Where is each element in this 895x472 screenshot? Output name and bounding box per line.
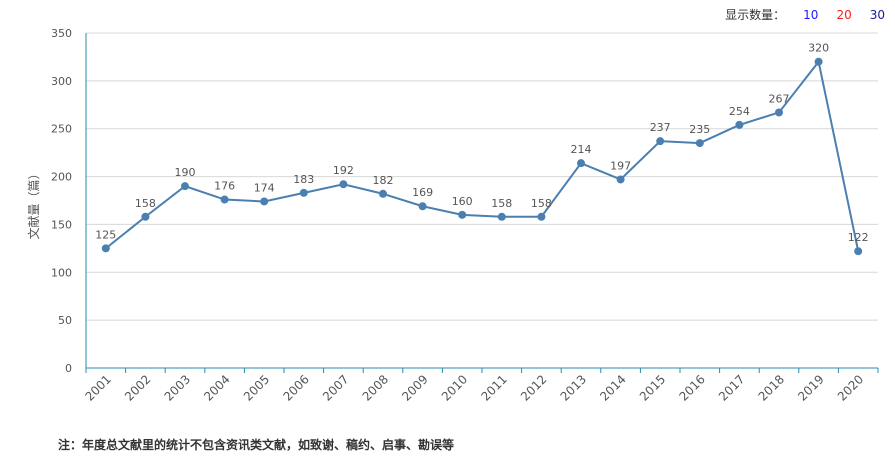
display-count-10[interactable]: 10	[803, 7, 819, 22]
y-tick-label: 350	[51, 27, 72, 40]
data-point	[814, 57, 823, 66]
footnote: 注：年度总文献里的统计不包含资讯类文献，如致谢、稿约、启事、勘误等	[58, 438, 455, 452]
x-tick-label: 2005	[241, 372, 272, 403]
y-tick-label: 50	[58, 314, 72, 327]
series	[101, 57, 863, 256]
x-tick-label: 2016	[676, 372, 707, 403]
x-tick-label: 2004	[201, 372, 232, 403]
x-tick-label: 2011	[478, 372, 509, 403]
x-tick-label: 2009	[399, 372, 430, 403]
x-tick-label: 2019	[795, 372, 826, 403]
display-count-label: 显示数量：	[725, 8, 786, 22]
data-label: 174	[254, 181, 275, 194]
x-tick-label: 2013	[558, 372, 589, 403]
data-point	[854, 247, 863, 256]
x-tick-label: 2020	[835, 372, 866, 403]
data-label: 158	[135, 197, 156, 210]
y-tick-label: 150	[51, 218, 72, 231]
data-point	[141, 212, 150, 221]
y-axis-label: 文献量（篇）	[26, 167, 41, 239]
x-tick-label: 2014	[597, 372, 628, 403]
data-label: 267	[769, 92, 790, 105]
y-tick-label: 0	[65, 362, 72, 375]
data-point	[695, 139, 704, 148]
x-tick-label: 2015	[637, 372, 668, 403]
data-point	[616, 175, 625, 184]
data-label: 190	[175, 166, 196, 179]
x-tick-label: 2002	[122, 372, 153, 403]
data-label: 237	[650, 121, 671, 134]
x-tick-label: 2006	[280, 372, 311, 403]
data-label: 176	[214, 180, 235, 193]
x-tick-label: 2008	[360, 372, 391, 403]
data-point	[299, 188, 308, 197]
data-label: 182	[373, 174, 394, 187]
data-point	[775, 108, 783, 117]
data-point	[181, 182, 189, 191]
grid	[86, 32, 878, 321]
data-point	[497, 212, 506, 221]
display-count-30[interactable]: 30	[869, 7, 885, 22]
y-tick-label: 100	[51, 266, 72, 279]
data-point	[379, 189, 387, 198]
data-label: 183	[293, 173, 314, 186]
y-tick-label: 200	[51, 171, 72, 184]
data-label: 169	[412, 186, 433, 199]
x-tick-label: 2017	[716, 372, 747, 403]
data-point	[537, 212, 546, 221]
data-label: 235	[689, 123, 710, 136]
data-label: 320	[808, 42, 829, 55]
x-tick-label: 2010	[439, 372, 470, 403]
data-label: 158	[491, 197, 512, 210]
data-label: 254	[729, 105, 750, 118]
series-line	[105, 59, 860, 252]
data-point	[735, 120, 744, 129]
data-label: 214	[571, 143, 592, 156]
data-label: 197	[610, 159, 631, 172]
data-point	[577, 159, 585, 168]
x-tick-label: 2001	[82, 372, 113, 403]
data-label: 158	[531, 197, 552, 210]
x-tick-label: 2007	[320, 372, 351, 403]
y-tick-label: 250	[51, 123, 72, 136]
y-tick-label: 300	[51, 75, 72, 88]
data-label: 122	[848, 231, 869, 244]
x-tick-label: 2003	[162, 372, 193, 403]
data-point	[458, 210, 467, 219]
data-labels: 125 158 190 176 174 183 192 182 169 160 158 158 214 1…	[95, 42, 868, 245]
data-point	[656, 137, 665, 146]
x-tick-label: 2018	[756, 372, 787, 403]
data-point	[220, 195, 229, 204]
data-point	[260, 197, 269, 206]
data-label: 125	[95, 228, 116, 241]
data-point	[101, 244, 110, 253]
data-point	[339, 180, 348, 189]
data-label: 192	[333, 164, 354, 177]
x-tick-label: 2012	[518, 372, 549, 403]
data-point	[418, 202, 427, 211]
data-label: 160	[452, 195, 473, 208]
display-count-20[interactable]: 20	[836, 7, 852, 22]
display-count-bar: 显示数量： 10 20 30	[725, 6, 885, 23]
